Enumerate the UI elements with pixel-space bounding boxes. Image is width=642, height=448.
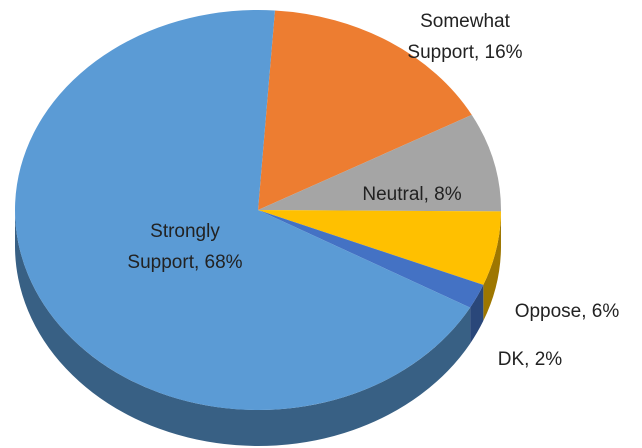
- slice-label: Oppose, 6%: [515, 301, 620, 322]
- pie-tops: [14, 10, 502, 411]
- pie-side: [470, 284, 484, 344]
- pie-slice: [14, 10, 471, 411]
- pie-side: [483, 211, 501, 321]
- pie-slice: [258, 10, 472, 211]
- labels: Somewhat Support, 16% Neutral, 8% Oppose, 6…: [127, 11, 619, 370]
- pie-side: [15, 210, 471, 446]
- slice-label: Support, 16%: [407, 42, 522, 63]
- slice-label: DK, 2%: [498, 349, 563, 370]
- slice-label: Support, 68%: [127, 252, 242, 273]
- pie-slice: [258, 210, 501, 285]
- pie-slice: [258, 114, 502, 212]
- pie-sides: [15, 210, 501, 446]
- slice-label: Neutral, 8%: [362, 184, 461, 205]
- pie-slice: [258, 210, 484, 308]
- slice-label: Strongly: [150, 221, 220, 242]
- slice-label: Somewhat: [420, 11, 510, 32]
